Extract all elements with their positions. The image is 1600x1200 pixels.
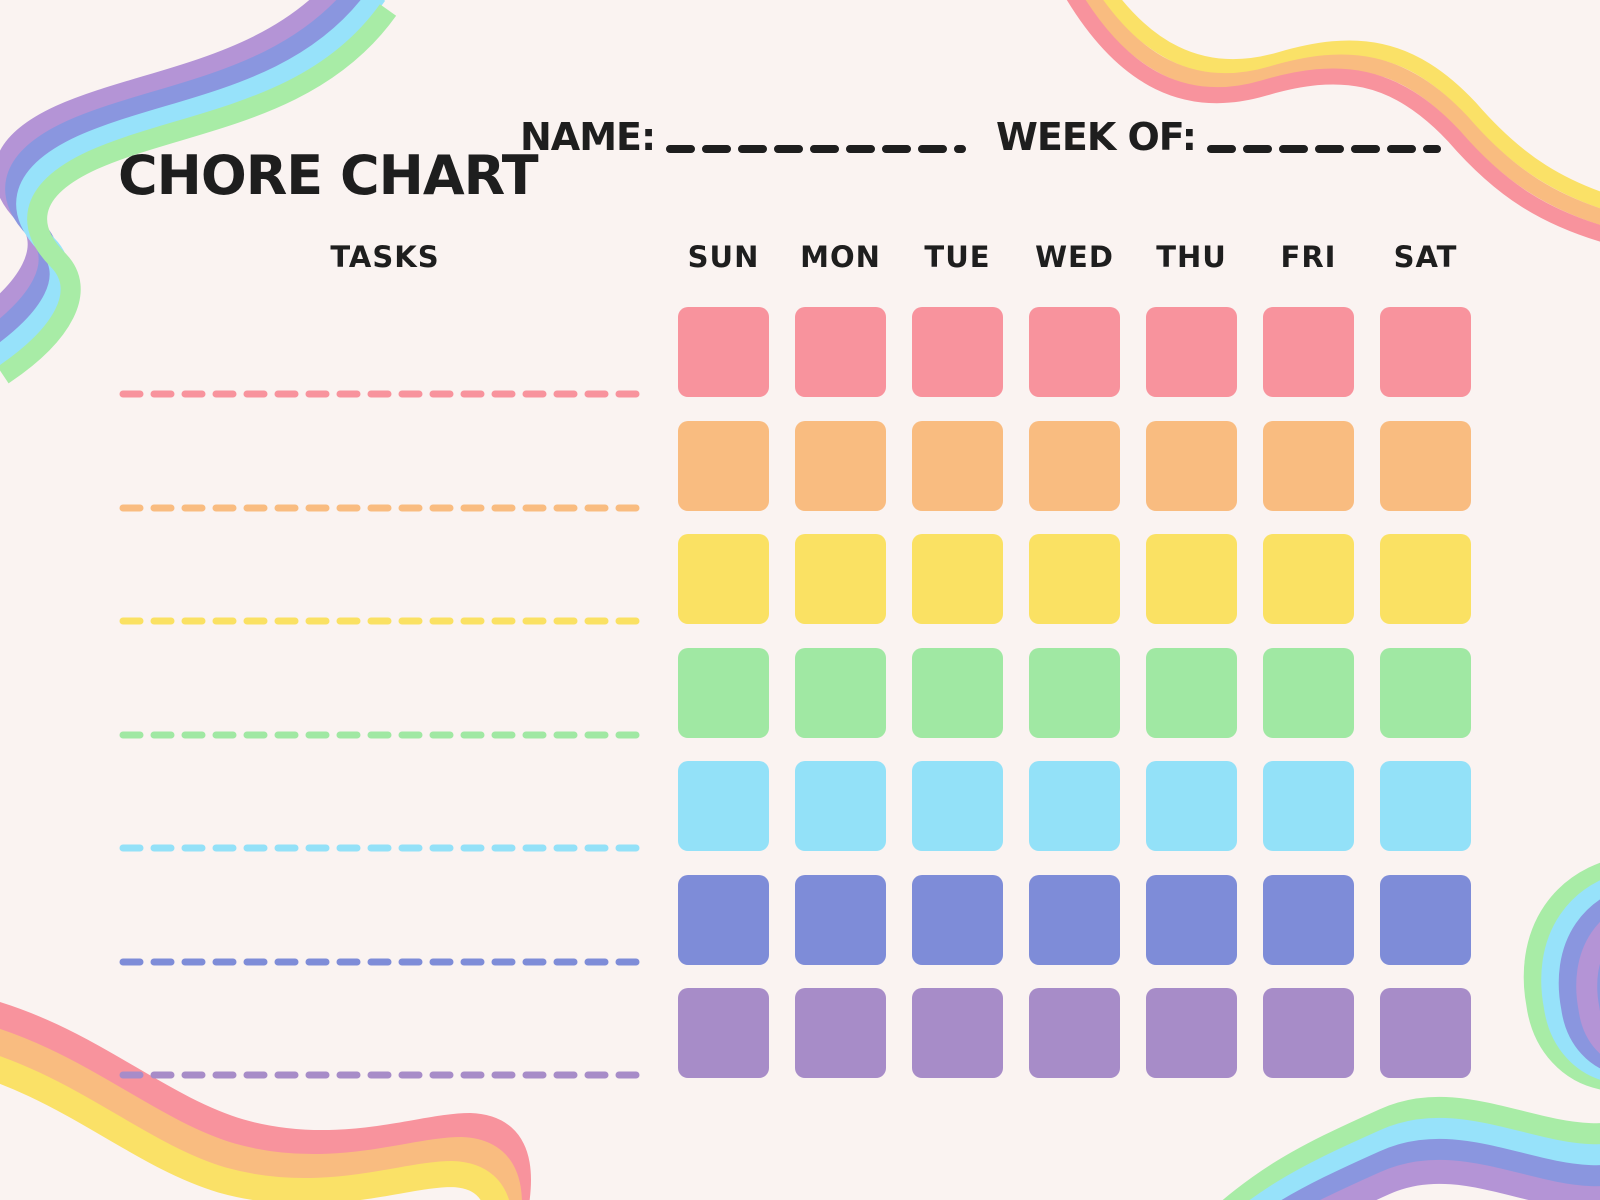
chore-cell-orange-sat[interactable] xyxy=(1380,420,1471,511)
chore-cell-green-tue[interactable] xyxy=(912,647,1003,738)
chore-cell-red-thu[interactable] xyxy=(1146,307,1237,397)
chore-cell-yellow-fri[interactable] xyxy=(1263,534,1354,624)
ribbon-bottom-left xyxy=(0,1002,531,1200)
task-input-line-7[interactable] xyxy=(118,1069,650,1081)
ribbon-loop-blue xyxy=(1558,899,1600,1069)
week-of-input-line[interactable] xyxy=(1206,143,1442,155)
task-input-line-3[interactable] xyxy=(118,615,650,627)
chore-cell-yellow-mon[interactable] xyxy=(795,534,886,624)
day-header-thu: THU xyxy=(1156,240,1227,274)
chore-cell-purple-wed[interactable] xyxy=(1029,988,1120,1078)
day-header-tue: TUE xyxy=(924,240,991,274)
week-of-label: WEEK OF: xyxy=(996,115,1197,159)
chore-cell-green-mon[interactable] xyxy=(795,647,886,738)
chore-cell-green-sun[interactable] xyxy=(678,647,769,738)
task-input-line-6[interactable] xyxy=(118,956,650,968)
chore-grid xyxy=(678,307,1471,1078)
chore-cell-yellow-sun[interactable] xyxy=(678,534,769,624)
task-input-line-1[interactable] xyxy=(118,388,650,400)
ribbon-loop-cyan xyxy=(1541,880,1600,1080)
ribbon-band-pink xyxy=(0,1002,531,1200)
chore-cell-blue-sat[interactable] xyxy=(1380,761,1471,851)
chore-cell-blue-sun[interactable] xyxy=(678,761,769,851)
day-header-row: SUN MON TUE WED THU FRI SAT xyxy=(678,240,1497,274)
chore-cell-indigo-sun[interactable] xyxy=(678,874,769,965)
chore-cell-yellow-tue[interactable] xyxy=(912,534,1003,624)
task-input-line-5[interactable] xyxy=(118,842,650,854)
chore-cell-red-tue[interactable] xyxy=(912,307,1003,397)
name-input-line[interactable] xyxy=(665,143,967,155)
chore-cell-green-thu[interactable] xyxy=(1146,647,1237,738)
day-header-sat: SAT xyxy=(1393,240,1458,274)
chore-cell-indigo-mon[interactable] xyxy=(795,874,886,965)
chore-cell-purple-sun[interactable] xyxy=(678,988,769,1078)
chore-cell-blue-thu[interactable] xyxy=(1146,761,1237,851)
day-header-mon: MON xyxy=(800,240,881,274)
task-input-line-2[interactable] xyxy=(118,502,650,514)
chore-cell-purple-tue[interactable] xyxy=(912,988,1003,1078)
day-header-sun: SUN xyxy=(687,240,760,274)
day-header-fri: FRI xyxy=(1280,240,1337,274)
chore-cell-orange-fri[interactable] xyxy=(1263,420,1354,511)
chore-cell-orange-mon[interactable] xyxy=(795,420,886,511)
chore-cell-green-wed[interactable] xyxy=(1029,647,1120,738)
chore-cell-purple-fri[interactable] xyxy=(1263,988,1354,1078)
chore-cell-green-sat[interactable] xyxy=(1380,647,1471,738)
name-label: NAME: xyxy=(520,115,656,159)
week-of-field: WEEK OF: xyxy=(996,115,1442,160)
chore-cell-red-wed[interactable] xyxy=(1029,307,1120,397)
ribbon-band-cyan xyxy=(1249,1117,1600,1200)
tasks-column-header: TASKS xyxy=(330,240,440,274)
chore-cell-orange-thu[interactable] xyxy=(1146,420,1237,511)
ribbon-band-purple xyxy=(1320,1159,1600,1200)
chore-cell-blue-wed[interactable] xyxy=(1029,761,1120,851)
name-field: NAME: xyxy=(520,115,967,160)
ribbon-loop-green xyxy=(1523,862,1600,1089)
chore-cell-yellow-thu[interactable] xyxy=(1146,534,1237,624)
chore-cell-yellow-sat[interactable] xyxy=(1380,534,1471,624)
chore-cell-indigo-thu[interactable] xyxy=(1146,874,1237,965)
chore-cell-orange-tue[interactable] xyxy=(912,420,1003,511)
chore-cell-red-sat[interactable] xyxy=(1380,307,1471,397)
chore-cell-purple-thu[interactable] xyxy=(1146,988,1237,1078)
chore-cell-indigo-sat[interactable] xyxy=(1380,874,1471,965)
task-input-line-4[interactable] xyxy=(118,729,650,741)
chore-cell-red-sun[interactable] xyxy=(678,307,769,397)
page-title: CHORE CHART xyxy=(118,144,539,208)
chore-cell-green-fri[interactable] xyxy=(1263,647,1354,738)
ribbon-band-blue xyxy=(1281,1138,1600,1200)
chore-cell-orange-wed[interactable] xyxy=(1029,420,1120,511)
chore-cell-red-fri[interactable] xyxy=(1263,307,1354,397)
chore-cell-indigo-fri[interactable] xyxy=(1263,874,1354,965)
chore-cell-blue-tue[interactable] xyxy=(912,761,1003,851)
chore-cell-red-mon[interactable] xyxy=(795,307,886,397)
chore-cell-indigo-wed[interactable] xyxy=(1029,874,1120,965)
chore-cell-yellow-wed[interactable] xyxy=(1029,534,1120,624)
day-header-wed: WED xyxy=(1035,240,1114,274)
chore-cell-orange-sun[interactable] xyxy=(678,420,769,511)
chore-cell-purple-mon[interactable] xyxy=(795,988,886,1078)
chore-cell-indigo-tue[interactable] xyxy=(912,874,1003,965)
ribbon-band-orange xyxy=(0,1029,522,1200)
chore-cell-blue-fri[interactable] xyxy=(1263,761,1354,851)
chore-cell-blue-mon[interactable] xyxy=(795,761,886,851)
ribbon-loop-purple xyxy=(1576,921,1600,1054)
ribbon-band-yellow xyxy=(1101,0,1600,209)
ribbon-band-orange xyxy=(1083,0,1600,226)
chore-cell-purple-sat[interactable] xyxy=(1380,988,1471,1078)
ribbon-band-green xyxy=(1222,1096,1600,1200)
